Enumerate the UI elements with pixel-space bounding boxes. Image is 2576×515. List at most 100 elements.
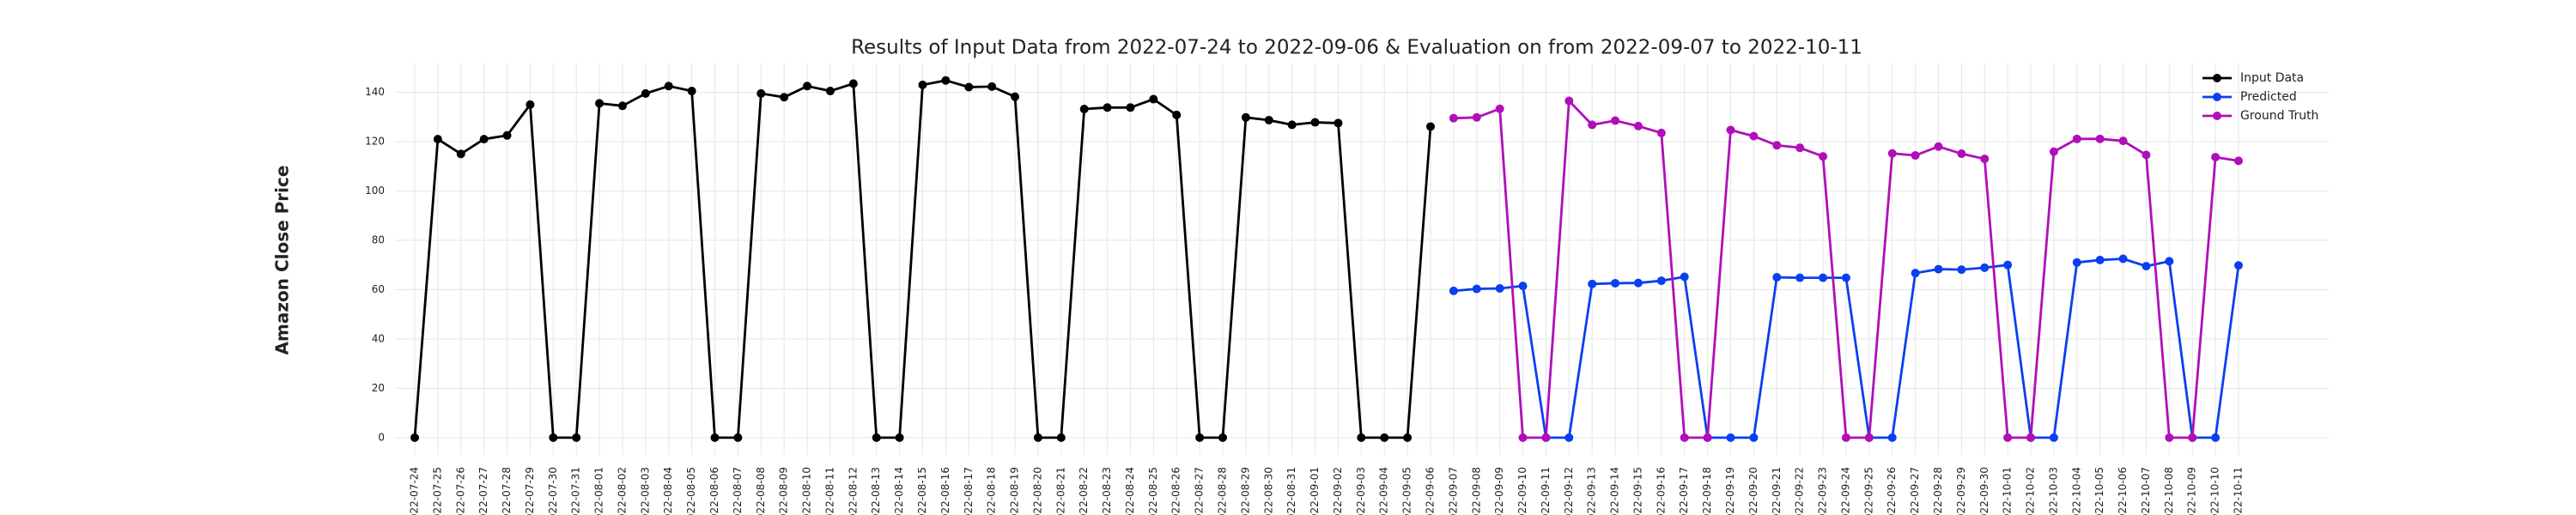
x-tick-label: 2022-09-22	[1794, 467, 1806, 515]
x-tick-label: 2022-08-18	[986, 467, 998, 515]
x-tick-label: 2022-08-06	[708, 467, 720, 515]
point	[1819, 152, 1828, 161]
x-tick-label: 2022-09-09	[1493, 467, 1505, 515]
point	[941, 76, 951, 85]
legend-label: Ground Truth	[2240, 109, 2318, 123]
y-tick-label: 120	[365, 135, 385, 147]
point	[1011, 92, 1020, 101]
point	[1472, 112, 1481, 122]
point	[1264, 115, 1273, 124]
x-tick-label: 2022-10-03	[2047, 467, 2059, 515]
point	[872, 433, 881, 442]
point	[1403, 433, 1413, 442]
x-tick-label: 2022-09-03	[1355, 467, 1367, 515]
point	[479, 135, 489, 144]
x-tick-label: 2022-07-25	[431, 467, 443, 515]
legend-label: Predicted	[2240, 90, 2297, 104]
x-tick-label: 2022-09-28	[1932, 467, 1944, 515]
x-tick-label: 2022-08-27	[1194, 467, 1206, 515]
point	[664, 82, 673, 91]
x-tick-label: 2022-08-09	[778, 467, 790, 515]
point	[1518, 282, 1528, 291]
x-tick-label: 2022-09-08	[1470, 467, 1482, 515]
x-tick-label: 2022-07-29	[524, 467, 536, 515]
point	[2072, 134, 2081, 143]
point	[1749, 433, 1759, 442]
point	[2188, 433, 2197, 442]
x-tick-label: 2022-08-25	[1147, 467, 1159, 515]
point	[1656, 128, 1666, 137]
x-tick-label: 2022-10-05	[2093, 467, 2105, 515]
point	[1449, 113, 1458, 123]
x-tick-label: 2022-09-12	[1563, 467, 1575, 515]
point	[1680, 272, 1689, 282]
point	[1864, 433, 1874, 442]
x-tick-label: 2022-07-24	[409, 467, 421, 515]
point	[2095, 255, 2105, 264]
x-tick-label: 2022-08-26	[1170, 467, 1182, 515]
x-tick-label: 2022-08-04	[662, 467, 674, 515]
x-tick-label: 2022-08-01	[593, 467, 605, 515]
point	[1633, 278, 1643, 288]
point	[1911, 269, 1920, 278]
x-tick-label: 2022-10-07	[2140, 467, 2152, 515]
y-tick-label: 0	[378, 431, 385, 443]
point	[1934, 264, 1943, 274]
point	[1656, 276, 1666, 286]
point	[2165, 257, 2174, 266]
x-tick-label: 2022-09-11	[1540, 467, 1552, 515]
y-tick-label: 60	[372, 283, 385, 295]
point	[1334, 118, 1343, 128]
x-tick-label: 2022-09-21	[1771, 467, 1783, 515]
point	[2095, 134, 2105, 143]
point	[1795, 273, 1805, 282]
point	[502, 130, 512, 140]
point	[1564, 433, 1574, 442]
x-tick-label: 2022-07-26	[454, 467, 466, 515]
point	[1957, 265, 1966, 275]
x-tick-label: 2022-10-08	[2163, 467, 2175, 515]
x-tick-label: 2022-08-20	[1031, 467, 1043, 515]
x-tick-label: 2022-09-05	[1401, 467, 1413, 515]
point	[2142, 150, 2151, 160]
legend-label: Input Data	[2240, 71, 2304, 85]
point	[1495, 283, 1504, 293]
point	[549, 433, 558, 442]
point	[2049, 433, 2058, 442]
point	[1703, 433, 1712, 442]
x-tick-label: 2022-10-09	[2186, 467, 2198, 515]
x-tick-label: 2022-08-12	[847, 467, 859, 515]
x-tick-label: 2022-09-06	[1424, 467, 1436, 515]
x-tick-label: 2022-09-07	[1447, 467, 1459, 515]
y-tick-label: 140	[365, 86, 385, 98]
point	[1887, 148, 1897, 158]
point	[895, 433, 904, 442]
point	[918, 80, 927, 89]
x-tick-label: 2022-10-02	[2025, 467, 2037, 515]
x-tick-label: 2022-09-19	[1724, 467, 1736, 515]
x-tick-label: 2022-08-19	[1009, 467, 1021, 515]
point	[1056, 433, 1066, 442]
point	[1588, 120, 1597, 130]
point	[526, 100, 535, 109]
point	[1819, 273, 1828, 282]
x-tick-label: 2022-07-30	[547, 467, 559, 515]
x-tick-label: 2022-09-24	[1839, 467, 1851, 515]
x-tick-label: 2022-09-14	[1609, 467, 1621, 515]
x-tick-label: 2022-09-04	[1378, 467, 1390, 515]
point	[1841, 273, 1850, 282]
point	[1980, 263, 1990, 272]
point	[2026, 433, 2036, 442]
point	[1772, 141, 1782, 150]
point	[1911, 151, 1920, 161]
point	[987, 82, 997, 91]
x-tick-label: 2022-08-23	[1101, 467, 1113, 515]
x-tick-label: 2022-08-11	[823, 467, 835, 515]
x-tick-label: 2022-07-27	[477, 467, 489, 515]
x-tick-label: 2022-10-10	[2209, 467, 2221, 515]
point	[1726, 433, 1735, 442]
y-tick-label: 40	[372, 332, 385, 344]
x-tick-label: 2022-09-27	[1909, 467, 1921, 515]
point	[1588, 279, 1597, 288]
